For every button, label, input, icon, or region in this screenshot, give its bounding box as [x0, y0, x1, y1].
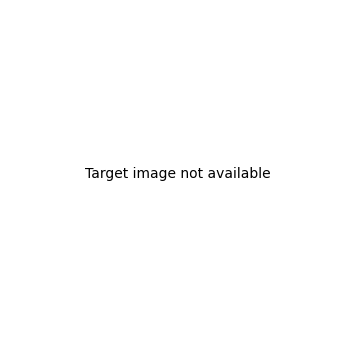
Text: Target image not available: Target image not available [85, 167, 270, 181]
